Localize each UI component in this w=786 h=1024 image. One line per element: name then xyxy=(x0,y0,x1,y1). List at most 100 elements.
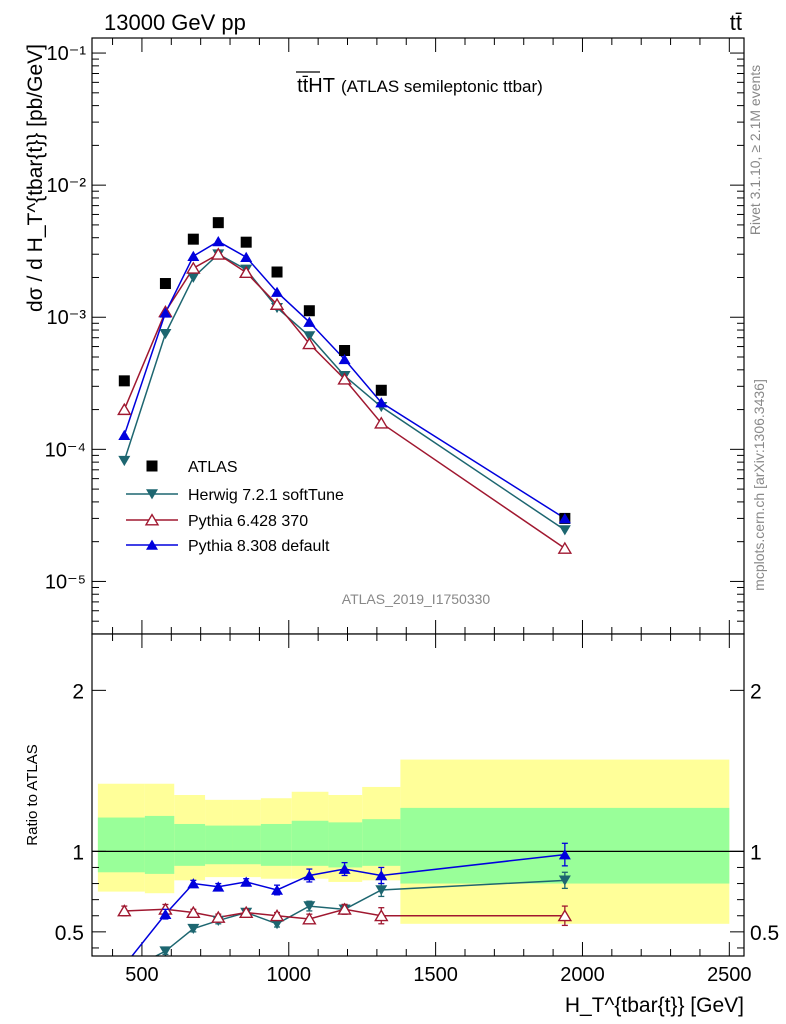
ratio-y-tick-label-right: 1 xyxy=(750,841,762,864)
main-point-s2 xyxy=(238,265,254,279)
ratio-y-tick-labels: 0.5 0.5 1 1 2 2 xyxy=(55,680,779,945)
main-point-s3 xyxy=(338,353,351,365)
main-point-s0 xyxy=(303,305,315,317)
ratio-point-s0 xyxy=(187,923,200,935)
ratio-point-s0 xyxy=(303,901,316,912)
chart-title-main: tt̄HT xyxy=(297,75,335,97)
legend: ATLAS Herwig 7.2.1 softTune Pythia 6.428 3… xyxy=(126,459,344,555)
ratio-point-s1 xyxy=(302,912,317,925)
main-series-layer xyxy=(117,217,573,554)
rivet-label: Rivet 3.1.10, ≥ 2.1M events xyxy=(747,65,763,235)
main-point-s0 xyxy=(118,375,130,387)
main-point-s2 xyxy=(269,297,285,310)
header-right: tt̄ xyxy=(730,10,742,35)
main-y-axis-label: dσ / d H_T^{tbar{t}} [pb/GeV] xyxy=(24,44,47,312)
ratio-point-s1 xyxy=(238,905,254,919)
ratio-point-s1 xyxy=(186,905,201,919)
ratio-line-2 xyxy=(131,853,565,956)
ratio-y-tick-label: 2 xyxy=(72,680,84,703)
ratio-point-s1 xyxy=(374,908,389,922)
main-point-s2 xyxy=(117,402,132,416)
main-point-s0 xyxy=(271,266,283,278)
main-point-s3 xyxy=(212,236,225,247)
ratio-x-tick-labels: 500 1000 1500 2000 2500 xyxy=(125,964,751,986)
ratio-point-s2 xyxy=(187,878,200,889)
main-y-tick-label: 10⁻² xyxy=(47,175,87,197)
main-point-s0 xyxy=(212,217,224,229)
ratio-point-s2 xyxy=(159,908,172,919)
main-point-s0 xyxy=(187,233,199,245)
chart-title-sub: (ATLAS semileptonic ttbar) xyxy=(341,77,543,96)
ratio-line-0 xyxy=(154,879,565,956)
x-tick-label: 2000 xyxy=(560,964,605,986)
watermark: ATLAS_2019_I1750330 xyxy=(342,591,491,607)
ratio-plot: 0.5 0.5 1 1 2 2 500 1000 1500 2000 2500 Ratio to … xyxy=(24,633,779,1017)
main-plot-area xyxy=(92,38,744,634)
ratio-point-s0 xyxy=(271,919,284,930)
legend-label-2: Pythia 6.428 370 xyxy=(188,513,308,530)
main-point-s1 xyxy=(159,328,172,340)
ratio-point-s1 xyxy=(269,908,285,922)
ratio-point-s2 xyxy=(338,863,351,874)
main-y-tick-label: 10⁻⁴ xyxy=(45,439,86,461)
main-line-3 xyxy=(123,240,566,520)
ratio-y-tick-label: 1 xyxy=(72,841,84,864)
main-point-s3 xyxy=(187,250,200,261)
ratio-line-1 xyxy=(124,908,565,920)
main-point-s2 xyxy=(557,541,573,554)
main-line-2 xyxy=(123,253,566,549)
main-y-tick-label: 10⁻¹ xyxy=(47,43,87,65)
main-point-s3 xyxy=(303,316,316,327)
legend-label-1: Herwig 7.2.1 softTune xyxy=(188,487,344,504)
legend-label-3: Pythia 8.308 default xyxy=(188,538,330,555)
x-axis-label: H_T^{tbar{t}} [GeV] xyxy=(565,994,744,1017)
ratio-point-s0 xyxy=(159,946,172,956)
ratio-y-tick-label-right: 2 xyxy=(750,680,762,703)
ratio-point-s0 xyxy=(558,875,571,886)
band-green xyxy=(174,823,206,866)
legend-label-0: ATLAS xyxy=(188,459,238,476)
x-tick-label: 1000 xyxy=(267,964,312,986)
ratio-point-s2 xyxy=(558,849,571,860)
legend-marker-0 xyxy=(146,460,158,472)
ratio-point-s0 xyxy=(375,885,388,896)
ratio-point-s2 xyxy=(303,870,316,881)
main-point-s3 xyxy=(118,429,131,440)
ratio-series-layer xyxy=(117,842,573,956)
ratio-axis-ticks xyxy=(92,634,744,956)
main-point-s3 xyxy=(375,397,388,408)
band-green xyxy=(260,823,292,866)
band-green xyxy=(291,820,329,866)
main-point-s2 xyxy=(211,247,226,260)
main-point-s1 xyxy=(303,331,316,342)
main-plot: 10⁻¹ 10⁻² 10⁻³ 10⁻⁴ 10⁻⁵ tt̄HT (ATLAS semilep… xyxy=(24,37,745,635)
ratio-point-s1 xyxy=(117,904,132,917)
main-point-s1 xyxy=(118,455,131,467)
main-axis-ticks xyxy=(92,38,744,635)
ratio-point-s1 xyxy=(211,910,226,923)
ratio-point-s1 xyxy=(557,908,573,922)
legend-marker-2 xyxy=(144,513,160,526)
x-tick-label: 1500 xyxy=(413,964,458,986)
ratio-point-s2 xyxy=(240,876,253,887)
x-tick-label: 2500 xyxy=(707,964,752,986)
chart-title: tt̄HT (ATLAS semileptonic ttbar) xyxy=(297,75,543,97)
main-point-s3 xyxy=(271,286,284,297)
band-green xyxy=(144,815,175,874)
band-green xyxy=(232,825,261,865)
main-y-tick-label: 10⁻⁵ xyxy=(45,571,86,593)
main-point-s2 xyxy=(337,372,352,385)
main-point-s3 xyxy=(558,513,571,524)
main-point-s3 xyxy=(240,251,253,262)
main-point-s3 xyxy=(159,307,172,318)
main-point-s2 xyxy=(302,336,317,350)
main-point-s1 xyxy=(558,525,571,536)
legend-marker-1 xyxy=(146,489,158,500)
ratio-point-s2 xyxy=(212,881,225,892)
ratio-y-tick-label-right: 0.5 xyxy=(750,922,779,945)
main-point-s0 xyxy=(375,384,387,396)
ratio-uncertainty-bands xyxy=(92,759,744,924)
ratio-y-axis-label: Ratio to ATLAS xyxy=(24,744,41,845)
main-point-s0 xyxy=(240,236,252,248)
